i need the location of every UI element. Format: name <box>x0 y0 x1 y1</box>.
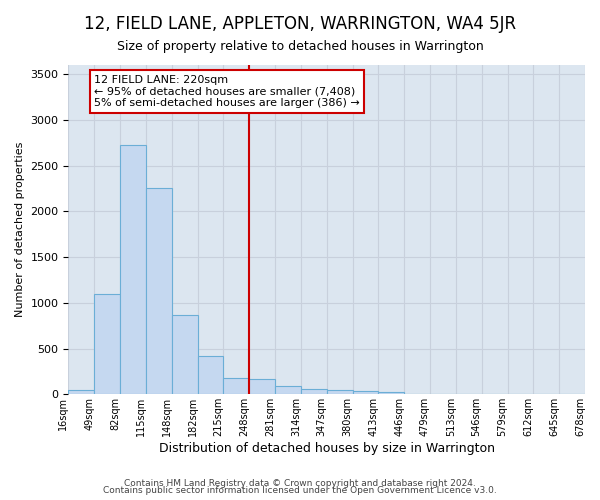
Bar <box>327 390 353 394</box>
Text: 12 FIELD LANE: 220sqm
← 95% of detached houses are smaller (7,408)
5% of semi-de: 12 FIELD LANE: 220sqm ← 95% of detached … <box>94 75 360 108</box>
Bar <box>146 188 172 394</box>
Bar <box>120 145 146 394</box>
Bar <box>223 378 249 394</box>
Bar <box>301 389 327 394</box>
Text: Size of property relative to detached houses in Warrington: Size of property relative to detached ho… <box>116 40 484 53</box>
Text: Contains HM Land Registry data © Crown copyright and database right 2024.: Contains HM Land Registry data © Crown c… <box>124 478 476 488</box>
Bar <box>353 391 379 394</box>
Text: 12, FIELD LANE, APPLETON, WARRINGTON, WA4 5JR: 12, FIELD LANE, APPLETON, WARRINGTON, WA… <box>84 15 516 33</box>
Y-axis label: Number of detached properties: Number of detached properties <box>15 142 25 318</box>
Bar <box>172 314 197 394</box>
Bar <box>379 392 404 394</box>
Bar <box>68 390 94 394</box>
Text: Contains public sector information licensed under the Open Government Licence v3: Contains public sector information licen… <box>103 486 497 495</box>
Bar <box>197 356 223 395</box>
Bar <box>249 379 275 394</box>
Bar <box>275 386 301 394</box>
X-axis label: Distribution of detached houses by size in Warrington: Distribution of detached houses by size … <box>159 442 495 455</box>
Bar <box>94 294 120 394</box>
